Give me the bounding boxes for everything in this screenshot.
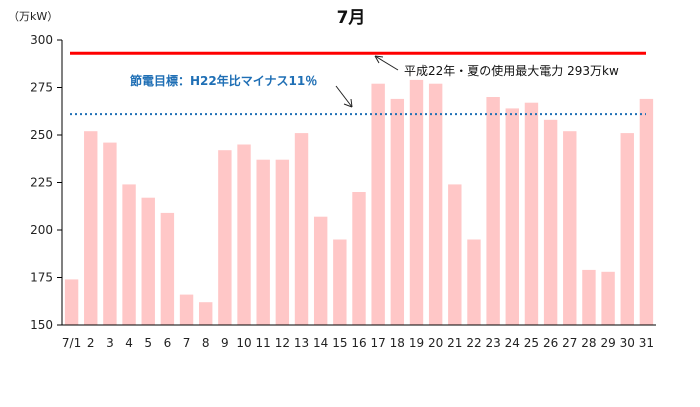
max-usage-arrow	[374, 55, 399, 71]
bar	[390, 98, 405, 326]
bar	[352, 192, 366, 325]
x-tick-label: 5	[144, 336, 152, 350]
bar	[333, 239, 347, 325]
x-tick-label: 8	[202, 336, 210, 350]
x-tick-label: 6	[164, 336, 172, 350]
bar	[428, 83, 443, 325]
target-arrowhead	[343, 98, 353, 108]
bar	[601, 271, 615, 325]
x-tick-label: 29	[600, 336, 615, 350]
bar	[313, 216, 328, 325]
bar	[448, 184, 462, 325]
x-tick-label: 7/1	[62, 336, 81, 350]
x-tick-label: 31	[639, 336, 654, 350]
x-tick-label: 17	[371, 336, 386, 350]
bar	[275, 159, 290, 325]
x-tick-label: 3	[106, 336, 114, 350]
x-tick-label: 24	[505, 336, 520, 350]
y-tick-label: 150	[30, 318, 53, 332]
x-tick-label: 23	[485, 336, 500, 350]
x-tick-label: 15	[332, 336, 347, 350]
x-tick-label: 20	[428, 336, 443, 350]
bar	[103, 142, 117, 325]
x-tick-label: 30	[620, 336, 635, 350]
bar	[218, 150, 232, 325]
bar	[256, 159, 270, 325]
x-tick-label: 13	[294, 336, 309, 350]
x-tick-label: 10	[236, 336, 251, 350]
bar	[620, 133, 634, 325]
bar	[122, 184, 136, 325]
x-tick-label: 2	[87, 336, 95, 350]
bar	[486, 97, 500, 325]
bar	[505, 108, 519, 326]
bar	[141, 197, 155, 325]
max-usage-arrowhead	[374, 55, 384, 64]
bar	[179, 294, 194, 325]
bar	[64, 279, 79, 325]
y-tick-label: 300	[30, 33, 53, 47]
reference-lines: 平成22年・夏の使用最大電力 293万kw 節電目標：H22年比マイナス11％	[70, 51, 646, 116]
chart-title: 7月	[337, 8, 366, 28]
x-tick-label: 14	[313, 336, 328, 350]
bar	[582, 269, 596, 325]
x-tick-label: 12	[275, 336, 290, 350]
bar	[409, 79, 424, 326]
bar	[467, 239, 481, 325]
x-tick-label: 19	[409, 336, 424, 350]
x-tick-label: 21	[447, 336, 462, 350]
bar	[639, 98, 654, 326]
x-tick-label: 27	[562, 336, 577, 350]
bar	[543, 119, 558, 325]
x-tick-label: 4	[125, 336, 133, 350]
x-tick-label: 9	[221, 336, 229, 350]
x-tick-label: 16	[351, 336, 366, 350]
x-tick-label: 22	[466, 336, 481, 350]
bar	[160, 212, 175, 325]
target-arrow	[335, 85, 353, 108]
y-axis: 150 175 200 225 250 275 300	[30, 33, 63, 332]
y-tick-label: 225	[30, 176, 53, 190]
bar	[294, 133, 309, 325]
bars	[64, 79, 654, 326]
target-annotation: 節電目標：H22年比マイナス11％	[130, 73, 317, 88]
y-unit-label: （万kW）	[8, 10, 58, 23]
max-usage-annotation: 平成22年・夏の使用最大電力 293万kw	[404, 63, 619, 78]
bar	[563, 131, 577, 325]
x-tick-label: 28	[581, 336, 596, 350]
y-tick-label: 275	[30, 81, 53, 95]
bar	[84, 131, 98, 325]
x-tick-label: 18	[390, 336, 405, 350]
x-tick-label: 7	[183, 336, 191, 350]
x-tick-label: 25	[524, 336, 539, 350]
x-tick-label: 26	[543, 336, 558, 350]
x-axis: 7/1 2 3 4 5 6 7 8 9 10 11 12 13 14 15 16 17 18 19 20 21 22 23 2…	[62, 324, 656, 350]
x-tick-label: 11	[256, 336, 271, 350]
y-tick-label: 200	[30, 223, 53, 237]
y-tick-label: 250	[30, 128, 53, 142]
bar	[371, 83, 385, 325]
bar	[237, 144, 251, 325]
bar	[524, 102, 539, 325]
bar	[199, 302, 213, 325]
y-tick-label: 175	[30, 271, 53, 285]
